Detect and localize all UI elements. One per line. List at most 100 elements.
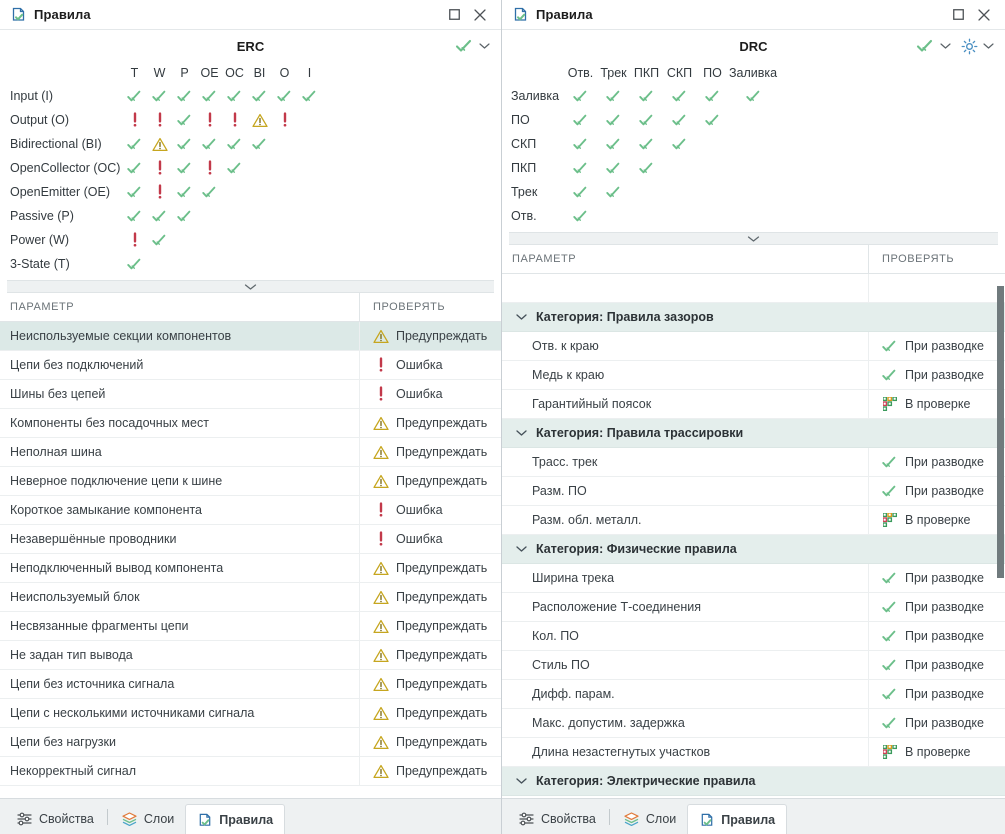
matrix-cell-ok[interactable]: [630, 89, 663, 104]
table-row[interactable]: Макс. допустим. задержка При разводке: [502, 708, 1005, 738]
matrix-cell-ok[interactable]: [172, 161, 197, 176]
gear-icon[interactable]: [961, 34, 978, 58]
drc-collapse-strip[interactable]: [509, 232, 998, 245]
matrix-cell-ok[interactable]: [597, 89, 630, 104]
matrix-cell-err[interactable]: [197, 112, 222, 128]
chevron-down-icon[interactable]: [476, 35, 492, 57]
matrix-cell-warn[interactable]: [147, 137, 172, 152]
cell-check[interactable]: Ошибка: [359, 379, 501, 409]
cell-check[interactable]: В проверке: [868, 389, 1005, 419]
matrix-cell-ok[interactable]: [247, 89, 272, 104]
matrix-cell-ok[interactable]: [663, 89, 696, 104]
table-row[interactable]: Цепи с несколькими источниками сигнала Пр…: [0, 698, 501, 728]
cell-check[interactable]: Предупреждать: [359, 669, 501, 699]
cell-check[interactable]: Предупреждать: [359, 756, 501, 786]
table-row[interactable]: Шины без цепей Ошибка: [0, 379, 501, 409]
table-row[interactable]: Компоненты без посадочных мест Предупрежд…: [0, 408, 501, 438]
table-row[interactable]: Не задан тип вывода Предупреждать: [0, 640, 501, 670]
category-row[interactable]: Категория: Правила зазоров: [502, 303, 1005, 332]
matrix-cell-ok[interactable]: [630, 137, 663, 152]
matrix-cell-ok[interactable]: [122, 257, 147, 272]
matrix-cell-ok[interactable]: [597, 185, 630, 200]
matrix-cell-warn[interactable]: [247, 113, 272, 128]
matrix-cell-ok[interactable]: [147, 89, 172, 104]
matrix-cell-ok[interactable]: [222, 89, 247, 104]
matrix-cell-ok[interactable]: [564, 89, 597, 104]
category-row[interactable]: Категория: Правила трассировки: [502, 419, 1005, 448]
tab-layers[interactable]: Слои: [110, 803, 185, 834]
table-row[interactable]: Ширина трека При разводке: [502, 563, 1005, 593]
matrix-cell-ok[interactable]: [564, 113, 597, 128]
cell-check[interactable]: Предупреждать: [359, 466, 501, 496]
matrix-cell-ok[interactable]: [122, 161, 147, 176]
matrix-cell-ok[interactable]: [172, 137, 197, 152]
table-row[interactable]: Длина незастегнутых участков В проверке: [502, 737, 1005, 767]
cell-check[interactable]: Предупреждать: [359, 408, 501, 438]
matrix-cell-ok[interactable]: [122, 185, 147, 200]
matrix-cell-ok[interactable]: [122, 137, 147, 152]
table-row[interactable]: Трасс. трек При разводке: [502, 447, 1005, 477]
cell-check[interactable]: Предупреждать: [359, 698, 501, 728]
chevron-down-icon[interactable]: [516, 777, 527, 785]
chevron-down-icon[interactable]: [516, 545, 527, 553]
matrix-cell-ok[interactable]: [663, 137, 696, 152]
matrix-cell-ok[interactable]: [172, 89, 197, 104]
matrix-cell-ok[interactable]: [630, 161, 663, 176]
drc-table-body[interactable]: Категория: Правила зазоров Отв. к краю При…: [502, 274, 1005, 798]
matrix-cell-err[interactable]: [147, 112, 172, 128]
table-row[interactable]: Кол. ПО При разводке: [502, 621, 1005, 651]
cell-check[interactable]: При разводке: [868, 563, 1005, 593]
cell-check[interactable]: В проверке: [868, 737, 1005, 767]
matrix-cell-ok[interactable]: [197, 89, 222, 104]
table-row[interactable]: Неподключенный вывод компонента Предупреж…: [0, 553, 501, 583]
vertical-scrollbar[interactable]: [997, 286, 1004, 766]
maximize-icon[interactable]: [441, 4, 467, 26]
matrix-cell-ok[interactable]: [597, 137, 630, 152]
cell-check[interactable]: Предупреждать: [359, 322, 501, 351]
cell-check[interactable]: При разводке: [868, 621, 1005, 651]
matrix-cell-ok[interactable]: [222, 137, 247, 152]
matrix-cell-ok[interactable]: [122, 209, 147, 224]
table-row[interactable]: Цепи без подключений Ошибка: [0, 350, 501, 380]
chevron-down-icon[interactable]: [516, 313, 527, 321]
matrix-cell-ok[interactable]: [122, 89, 147, 104]
matrix-cell-ok[interactable]: [272, 89, 297, 104]
matrix-cell-ok[interactable]: [147, 209, 172, 224]
matrix-cell-ok[interactable]: [663, 113, 696, 128]
scrollbar-thumb[interactable]: [997, 286, 1004, 578]
table-row[interactable]: Гарантийный поясок В проверке: [502, 389, 1005, 419]
table-row[interactable]: Разм. обл. металл. В проверке: [502, 505, 1005, 535]
cell-check[interactable]: Предупреждать: [359, 553, 501, 583]
maximize-icon[interactable]: [945, 4, 971, 26]
close-icon[interactable]: [971, 4, 997, 26]
tab-properties[interactable]: Свойства: [6, 803, 105, 834]
matrix-cell-err[interactable]: [272, 112, 297, 128]
table-row[interactable]: Короткое замыкание компонента Ошибка: [0, 495, 501, 525]
table-row[interactable]: Дифф. парам. При разводке: [502, 679, 1005, 709]
matrix-cell-err[interactable]: [122, 232, 147, 248]
table-row[interactable]: Неиспользуемый блок Предупреждать: [0, 582, 501, 612]
check-all-icon[interactable]: [916, 34, 935, 58]
cell-check[interactable]: Ошибка: [359, 350, 501, 380]
table-row[interactable]: Цепи без нагрузки Предупреждать: [0, 727, 501, 757]
table-row[interactable]: Цепи без источника сигнала Предупреждать: [0, 669, 501, 699]
cell-check[interactable]: При разводке: [868, 650, 1005, 680]
matrix-cell-ok[interactable]: [696, 113, 729, 128]
cell-check[interactable]: Ошибка: [359, 524, 501, 554]
table-row[interactable]: Медь к краю При разводке: [502, 360, 1005, 390]
category-row[interactable]: Категория: Электрические правила: [502, 767, 1005, 796]
matrix-cell-ok[interactable]: [147, 233, 172, 248]
cell-check[interactable]: При разводке: [868, 447, 1005, 477]
chevron-down-icon[interactable]: [937, 35, 953, 57]
cell-check[interactable]: Предупреждать: [359, 727, 501, 757]
matrix-cell-ok[interactable]: [696, 89, 729, 104]
matrix-cell-ok[interactable]: [597, 113, 630, 128]
cell-check[interactable]: Предупреждать: [359, 437, 501, 467]
matrix-cell-ok[interactable]: [630, 113, 663, 128]
matrix-cell-ok[interactable]: [172, 185, 197, 200]
table-row[interactable]: Несвязанные фрагменты цепи Предупреждать: [0, 611, 501, 641]
table-row[interactable]: Незавершённые проводники Ошибка: [0, 524, 501, 554]
table-row[interactable]: Некорректный сигнал Предупреждать: [0, 756, 501, 786]
matrix-cell-ok[interactable]: [172, 113, 197, 128]
cell-check[interactable]: Предупреждать: [359, 611, 501, 641]
